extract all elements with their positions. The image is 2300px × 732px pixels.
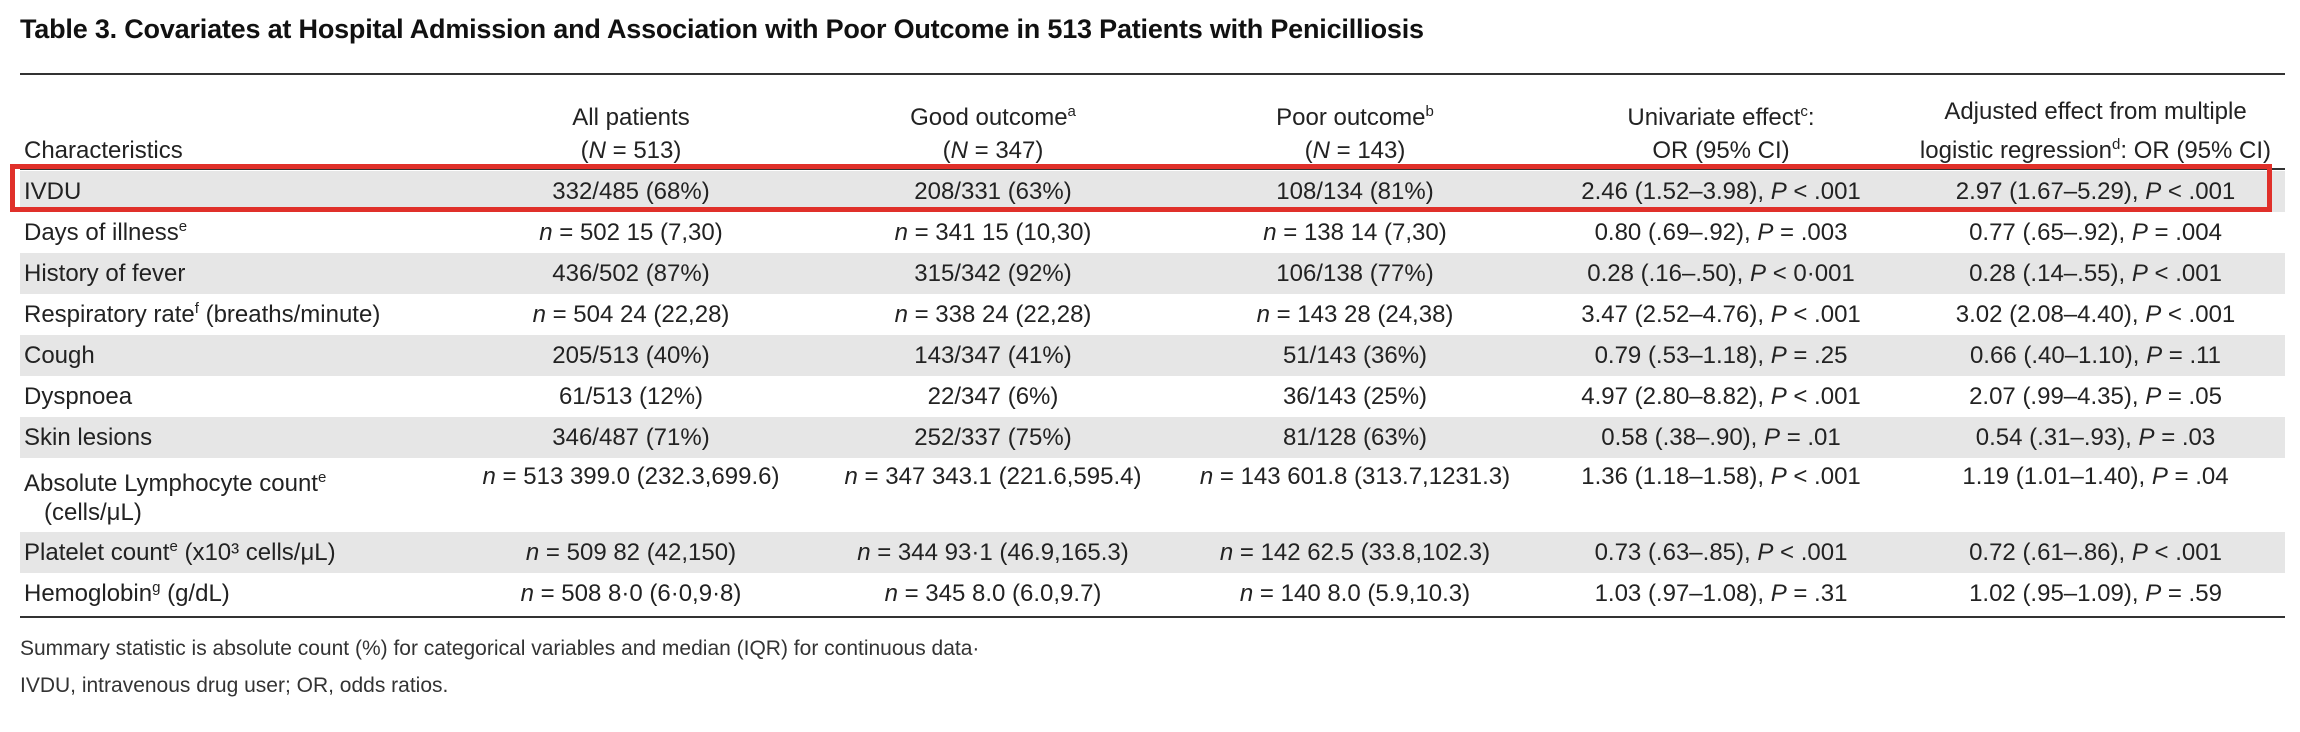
col-header-univariate: Univariate effectc: OR (95% CI): [1627, 103, 1815, 164]
table-cell: 2.07 (.99–4.35), P = .05: [1969, 382, 2222, 410]
table-cell: 1.03 (.97–1.08), P = .31: [1594, 579, 1848, 607]
table-cell: n = 508 8·0 (6·0,9·8): [520, 579, 742, 607]
table-cell: n = 345 8.0 (6.0,9.7): [884, 579, 1102, 607]
table-title: Table 3. Covariates at Hospital Admissio…: [20, 14, 1424, 44]
table-cell: 0.58 (.38–.90), P = .01: [1536, 417, 1906, 458]
table-cell: n = 509 82 (42,150): [450, 532, 812, 573]
table-cell: 106/138 (77%): [1174, 253, 1536, 294]
table-cell: 252/337 (75%): [812, 417, 1174, 458]
table-cell: 436/502 (87%): [450, 253, 812, 294]
table-cell: 208/331 (63%): [812, 171, 1174, 212]
table-cell: n = 341 15 (10,30): [894, 218, 1092, 246]
table-cell: n = 143 601.8 (313.7,1231.3): [1199, 463, 1511, 490]
table-cell: 2.46 (1.52–3.98), P < .001: [1536, 171, 1906, 212]
table-cell: n = 504 24 (22,28): [532, 300, 730, 328]
top-rule: [20, 73, 2285, 75]
table-cell: 332/485 (68%): [450, 171, 812, 212]
table-cell: n = 347 343.1 (221.6,595.4): [844, 463, 1142, 490]
table-row: Cough 205/513 (40%) 143/347 (41%) 51/143 (3…: [20, 335, 2285, 376]
table-cell: 3.47 (2.52–4.76), P < .001: [1581, 300, 1861, 328]
table-cell: n = 344 93·1 (46.9,165.3): [812, 532, 1174, 573]
table-cell: 0.28 (.14–.55), P < .001: [1906, 253, 2285, 294]
table-cell: 3.02 (2.08–4.40), P < .001: [1955, 300, 2236, 328]
table-cell: 0.72 (.61–.86), P < .001: [1906, 532, 2285, 573]
table-cell: 143/347 (41%): [812, 335, 1174, 376]
row-label: Platelet counte (x10³ cells/μL): [20, 532, 450, 573]
header-row: Characteristics All patients (N = 513) Go…: [20, 95, 2285, 171]
row-label: Days of illnesse: [24, 218, 188, 246]
table-cell: 81/128 (63%): [1174, 417, 1536, 458]
table-cell: 0.54 (.31–.93), P = .03: [1906, 417, 2285, 458]
table-cell: 346/487 (71%): [450, 417, 812, 458]
table-cell: n = 502 15 (7,30): [539, 218, 723, 246]
table-cell: n = 338 24 (22,28): [894, 300, 1092, 328]
table-cell: 51/143 (36%): [1174, 335, 1536, 376]
row-label: IVDU: [20, 171, 450, 212]
table-cell: 0.79 (.53–1.18), P = .25: [1536, 335, 1906, 376]
table-row: History of fever 436/502 (87%) 315/342 (92…: [20, 253, 2285, 294]
row-label: Skin lesions: [20, 417, 450, 458]
table-row: Dyspnoea 61/513 (12%) 22/347 (6%) 36/143 (2…: [20, 376, 2285, 417]
table-cell: 0.77 (.65–.92), P = .004: [1969, 218, 2222, 246]
table-cell: 1.19 (1.01–1.40), P = .04: [1962, 463, 2229, 490]
table-cell: 1.02 (.95–1.09), P = .59: [1969, 579, 2222, 607]
table-cell: 0.73 (.63–.85), P < .001: [1536, 532, 1906, 573]
table-cell: 1.36 (1.18–1.58), P < .001: [1581, 463, 1861, 490]
row-label: History of fever: [20, 253, 450, 294]
table-row: Days of illnesse n = 502 15 (7,30) n = 341…: [20, 212, 2285, 253]
table-cell: n = 143 28 (24,38): [1256, 300, 1454, 328]
covariates-table: Characteristics All patients (N = 513) Go…: [20, 95, 2285, 614]
table-cell: n = 140 8.0 (5.9,10.3): [1239, 579, 1471, 607]
table-cell: 108/134 (81%): [1174, 171, 1536, 212]
table-cell: 2.97 (1.67–5.29), P < .001: [1906, 171, 2285, 212]
table-row: Skin lesions 346/487 (71%) 252/337 (75%) 81…: [20, 417, 2285, 458]
table-row: Platelet counte (x10³ cells/μL) n = 509 8…: [20, 532, 2285, 573]
table-cell: 315/342 (92%): [812, 253, 1174, 294]
table-cell: 205/513 (40%): [450, 335, 812, 376]
table-cell: 36/143 (25%): [1282, 382, 1428, 410]
table-row: Hemoglobing (g/dL) n = 508 8·0 (6·0,9·8) n…: [20, 573, 2285, 614]
row-label: Absolute Lymphocyte counte (cells/μL): [24, 469, 327, 526]
table-cell: 4.97 (2.80–8.82), P < .001: [1581, 382, 1861, 410]
col-header-adjusted: Adjusted effect from multiple logistic re…: [1919, 98, 2272, 164]
table-cell: n = 142 62.5 (33.8,102.3): [1174, 532, 1536, 573]
row-label: Respiratory ratef (breaths/minute): [24, 300, 381, 328]
table-cell: 0.28 (.16–.50), P < 0·001: [1536, 253, 1906, 294]
table-row: Respiratory ratef (breaths/minute) n = 50…: [20, 294, 2285, 335]
table-row: IVDU 332/485 (68%) 208/331 (63%) 108/134 (8…: [20, 171, 2285, 212]
bottom-rule: [20, 616, 2285, 618]
col-header-good-outcome: Good outcomea (N = 347): [910, 103, 1076, 164]
table-cell: 22/347 (6%): [927, 382, 1059, 410]
col-header-characteristics: Characteristics: [24, 137, 183, 164]
table-row: Absolute Lymphocyte counte (cells/μL) n = …: [20, 458, 2285, 532]
table-cell: 0.66 (.40–1.10), P = .11: [1906, 335, 2285, 376]
table-cell: 61/513 (12%): [558, 382, 704, 410]
table-cell: n = 513 399.0 (232.3,699.6): [482, 463, 780, 490]
table-cell: n = 138 14 (7,30): [1263, 218, 1447, 246]
row-label: Hemoglobing (g/dL): [24, 579, 230, 607]
row-label: Cough: [20, 335, 450, 376]
col-header-all-patients: All patients (N = 513): [572, 104, 690, 164]
highlight-box: [10, 164, 2272, 212]
footnote-abbreviations: IVDU, intravenous drug user; OR, odds ra…: [20, 674, 449, 697]
footnote-summary: Summary statistic is absolute count (%) …: [20, 637, 980, 660]
table-cell: 0.80 (.69–.92), P = .003: [1594, 218, 1848, 246]
row-label: Dyspnoea: [24, 382, 133, 410]
col-header-poor-outcome: Poor outcomeb (N = 143): [1276, 103, 1434, 164]
